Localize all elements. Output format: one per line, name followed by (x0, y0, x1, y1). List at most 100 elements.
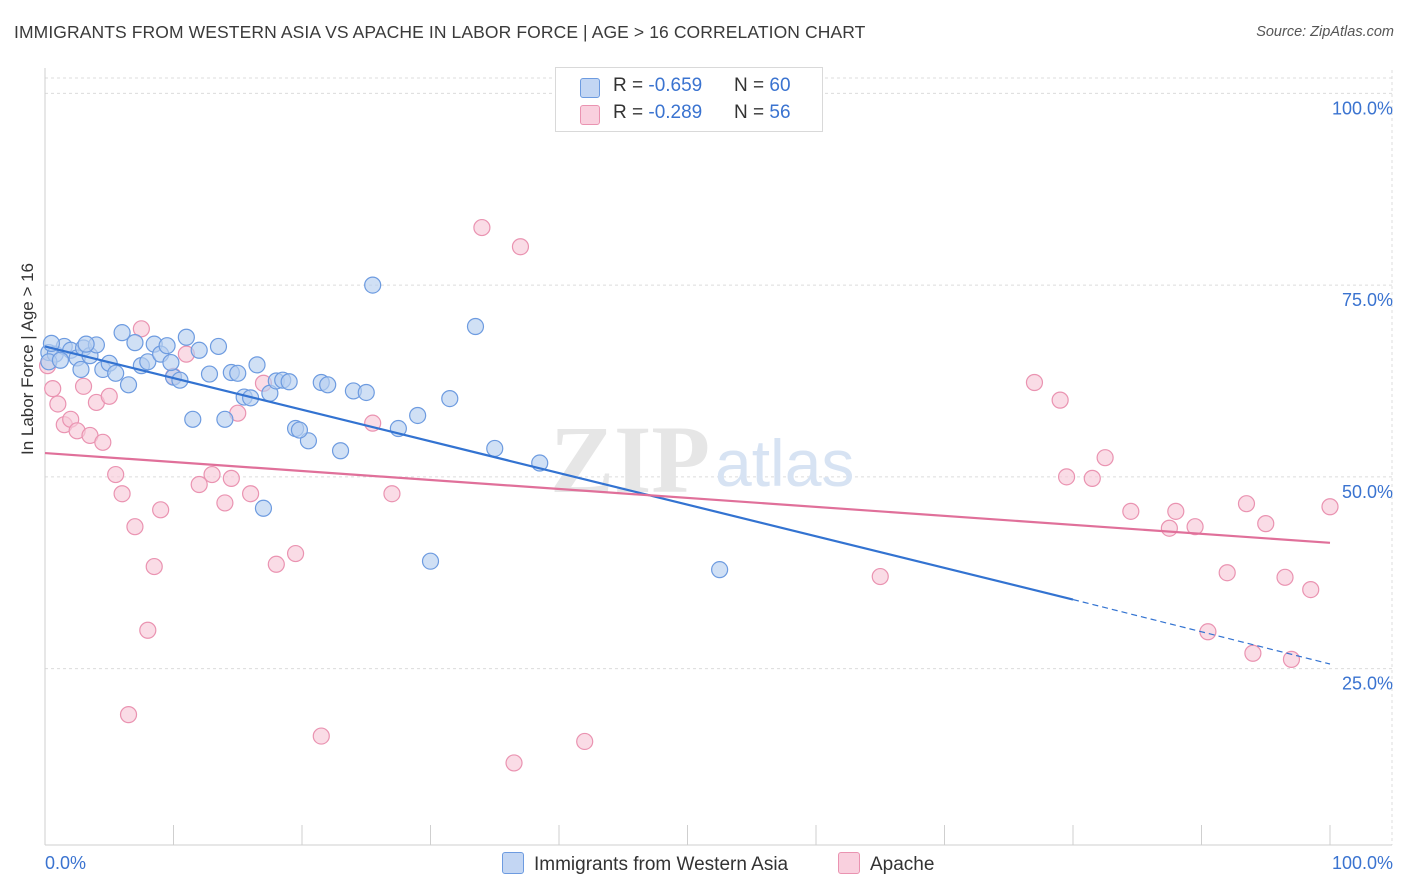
western-asia-point (77, 335, 95, 353)
x-tick-label: 100.0% (1332, 853, 1393, 873)
legend-n-value: 60 (769, 75, 791, 96)
apache-trendline (44, 451, 1331, 544)
apache-point (1167, 502, 1185, 520)
western-asia-point (177, 328, 195, 346)
apache-point (1321, 498, 1339, 516)
bottom-legend-label: Apache (870, 854, 935, 875)
apache-point (139, 621, 157, 639)
apache-point (203, 465, 221, 484)
western-asia-point (162, 353, 180, 372)
apache-point (100, 387, 118, 405)
apache-point (190, 475, 208, 494)
western-asia-point (466, 317, 485, 336)
western-asia-point (190, 341, 208, 359)
y-tick-label: 50.0% (1342, 482, 1393, 502)
western-asia-point (72, 360, 90, 379)
apache-point (505, 754, 523, 772)
apache-point (1276, 568, 1294, 586)
apache-point (871, 567, 889, 586)
western-asia-point (126, 334, 144, 352)
western-asia-point (409, 406, 427, 425)
western-asia-point (107, 364, 125, 382)
western-asia-trendline-extension (1072, 598, 1331, 665)
apache-point (49, 395, 67, 413)
bottom-legend-western-asia: Immigrants from Western Asia (502, 852, 788, 876)
legend-r-label: R = (613, 102, 649, 123)
apache-point (1051, 391, 1069, 409)
western-asia-point (113, 324, 131, 342)
western-asia-trendline (44, 345, 1074, 601)
western-asia-point (209, 337, 228, 356)
western-asia-point (200, 365, 219, 383)
western-asia-point (319, 376, 337, 394)
apache-point (286, 544, 305, 563)
legend-swatch-blue (580, 78, 600, 98)
apache-point (1122, 502, 1140, 520)
apache-point (113, 485, 131, 503)
apache-point (216, 494, 234, 512)
correlation-legend: R = -0.659 N = 60 R = -0.289 N = 56 (555, 67, 823, 132)
western-asia-point (711, 561, 729, 579)
apache-point (383, 485, 401, 503)
western-asia-point (184, 410, 202, 428)
apache-point (1083, 469, 1101, 487)
apache-point (242, 485, 260, 503)
y-axis-label: In Labor Force | Age > 16 (18, 262, 37, 455)
western-asia-point (216, 410, 234, 428)
western-asia-point (229, 364, 247, 382)
western-asia-point (248, 356, 266, 374)
western-asia-point (51, 351, 70, 369)
bottom-legend-swatch-blue (502, 852, 524, 874)
apache-point (107, 465, 125, 484)
apache-point (1257, 515, 1275, 533)
apache-point (222, 469, 240, 487)
apache-point (126, 518, 144, 536)
western-asia-point (357, 383, 375, 402)
axes-layer (44, 68, 1392, 846)
western-asia-point (254, 499, 273, 517)
western-asia-point (290, 421, 309, 439)
y-tick-label: 75.0% (1342, 290, 1393, 310)
apache-point (132, 320, 150, 338)
tick-labels: 25.0% 50.0% 75.0% 100.0% 0.0% 100.0% (45, 98, 1393, 873)
apache-point (1244, 644, 1262, 662)
bottom-legend-label: Immigrants from Western Asia (534, 854, 789, 875)
legend-swatch-pink (580, 105, 600, 125)
apache-point (94, 433, 112, 451)
legend-n-label: N = (734, 102, 770, 123)
legend-r-value: -0.289 (648, 102, 703, 123)
legend-r-value: -0.659 (648, 75, 703, 96)
x-tick-label: 0.0% (45, 853, 86, 873)
bottom-legend-swatch-pink (838, 852, 860, 874)
apache-point (1282, 650, 1301, 668)
western-asia-point (486, 439, 504, 458)
chart-title: IMMIGRANTS FROM WESTERN ASIA VS APACHE I… (14, 22, 866, 42)
legend-n-label: N = (734, 75, 770, 96)
apache-point (119, 706, 138, 724)
western-asia-point (158, 337, 176, 355)
y-tick-label: 100.0% (1332, 98, 1393, 118)
apache-point (145, 557, 163, 576)
western-asia-point (139, 353, 157, 371)
western-asia-point (119, 376, 138, 394)
apache-point (473, 218, 491, 237)
apache-point (44, 380, 62, 398)
western-asia-point (364, 276, 382, 294)
trend-lines (44, 345, 1331, 665)
watermark-zip: ZIP (550, 406, 710, 513)
western-asia-point (441, 390, 459, 408)
western-asia-point (421, 552, 440, 570)
apache-point (152, 501, 170, 519)
western-asia-points (40, 276, 729, 579)
apache-points (38, 218, 1339, 772)
apache-point (576, 732, 594, 751)
western-asia-point (331, 442, 350, 460)
apache-point (1096, 449, 1114, 467)
western-asia-point (280, 373, 298, 391)
watermark-atlas: atlas (715, 426, 854, 500)
apache-point (267, 555, 285, 573)
apache-point (1302, 580, 1320, 599)
source-label: Source: ZipAtlas.com (1256, 24, 1394, 40)
bottom-legend-apache: Apache (838, 852, 934, 876)
